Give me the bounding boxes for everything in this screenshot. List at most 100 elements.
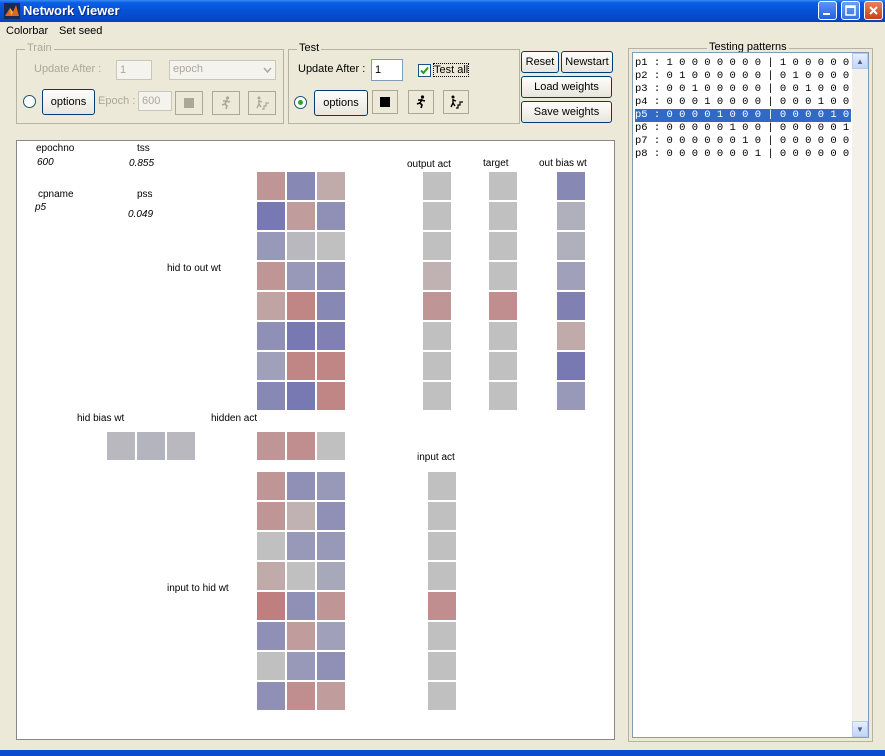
train-update-after-label: Update After : — [34, 63, 102, 75]
menu-bar: Colorbar Set seed — [0, 22, 885, 42]
minimize-icon — [823, 13, 830, 15]
pattern-item[interactable]: p5 : 0 0 0 0 1 0 0 0 | 0 0 0 0 1 0 0 0 — [635, 109, 851, 122]
train-step-button[interactable] — [248, 91, 276, 115]
hid-bias-cell — [107, 432, 135, 460]
input-to-hid-weight-cell — [287, 562, 315, 590]
hid-to-out-weight-cell — [317, 262, 345, 290]
hid-to-out-weight-cell — [317, 382, 345, 410]
test-step-button[interactable] — [443, 90, 469, 114]
input-to-hid-weight-cell — [257, 502, 285, 530]
menu-set-seed[interactable]: Set seed — [59, 25, 103, 37]
input-to-hid-weight-cell — [317, 622, 345, 650]
minimize-button[interactable] — [818, 1, 837, 20]
input-to-hid-weight-cell — [287, 682, 315, 710]
train-stop-button[interactable] — [175, 91, 203, 115]
epochno-value: 600 — [37, 157, 54, 168]
train-group-label: Train — [25, 42, 54, 54]
out-bias-cell — [557, 262, 585, 290]
train-run-button[interactable] — [212, 91, 240, 115]
scroll-up-button[interactable]: ▲ — [852, 53, 868, 69]
input-to-hid-weight-cell — [257, 592, 285, 620]
out-bias-cell — [557, 382, 585, 410]
hid-to-out-weight-cell — [317, 172, 345, 200]
save-weights-button[interactable]: Save weights — [521, 101, 612, 123]
train-radio[interactable] — [23, 95, 36, 108]
maximize-icon — [845, 5, 856, 16]
input-act-cell — [428, 592, 456, 620]
pattern-item[interactable]: p3 : 0 0 1 0 0 0 0 0 | 0 0 1 0 0 0 0 0 — [635, 83, 851, 95]
test-radio[interactable] — [294, 96, 307, 109]
output-act-cell — [423, 262, 451, 290]
out-bias-cell — [557, 292, 585, 320]
test-options-button[interactable]: options — [314, 90, 368, 116]
test-options-label: options — [323, 97, 359, 109]
pattern-item[interactable]: p8 : 0 0 0 0 0 0 0 1 | 0 0 0 0 0 0 0 1 — [635, 148, 851, 160]
train-unit-select[interactable]: epoch — [169, 60, 276, 80]
menu-colorbar[interactable]: Colorbar — [6, 25, 49, 37]
test-all-label[interactable]: Test all — [432, 63, 470, 77]
pattern-item[interactable]: p2 : 0 1 0 0 0 0 0 0 | 0 1 0 0 0 0 0 0 — [635, 70, 851, 82]
newstart-label: Newstart — [565, 56, 609, 68]
title-bar[interactable]: Network Viewer — [0, 0, 885, 22]
train-update-after-input[interactable] — [116, 60, 152, 80]
hid-to-out-weight-cell — [317, 352, 345, 380]
cpname-label: cpname — [38, 189, 74, 200]
load-weights-button[interactable]: Load weights — [521, 76, 612, 98]
testing-patterns-list[interactable]: p1 : 1 0 0 0 0 0 0 0 | 1 0 0 0 0 0 0 0 p2… — [632, 52, 869, 738]
train-options-label: options — [50, 96, 87, 108]
target-cell — [489, 292, 517, 320]
hid-to-out-weight-cell — [257, 202, 285, 230]
output-act-cell — [423, 352, 451, 380]
hid-to-out-weight-cell — [257, 352, 285, 380]
test-update-after-input[interactable] — [371, 59, 403, 81]
input-to-hid-weight-cell — [317, 502, 345, 530]
stepping-man-icon — [256, 96, 269, 110]
input-act-cell — [428, 502, 456, 530]
pss-label: pss — [137, 189, 153, 200]
test-group-label: Test — [297, 42, 322, 54]
window-bottom-border — [0, 750, 885, 756]
input-to-hid-weight-cell — [317, 562, 345, 590]
target-cell — [489, 352, 517, 380]
close-button[interactable] — [864, 1, 883, 20]
test-stop-button[interactable] — [372, 90, 398, 114]
input-to-hid-weight-cell — [287, 652, 315, 680]
reset-button[interactable]: Reset — [521, 51, 559, 73]
hid-to-out-weight-cell — [257, 172, 285, 200]
hid-to-out-weight-cell — [257, 382, 285, 410]
train-unit-value: epoch — [173, 63, 203, 75]
input-to-hid-weight-cell — [257, 562, 285, 590]
input-to-hid-weight-cell — [287, 592, 315, 620]
testing-patterns-group: Testing patterns — [628, 41, 873, 742]
network-display: epochno 600 tss 0.855 cpname p5 pss 0.04… — [16, 140, 615, 740]
epoch-input[interactable] — [138, 91, 172, 111]
stepping-man-icon — [450, 95, 463, 109]
out-bias-cell — [557, 322, 585, 350]
train-options-button[interactable]: options — [42, 89, 95, 115]
input-to-hid-weight-cell — [287, 472, 315, 500]
output-act-cell — [423, 232, 451, 260]
pattern-item[interactable]: p4 : 0 0 0 1 0 0 0 0 | 0 0 0 1 0 0 0 0 — [635, 96, 851, 108]
newstart-button[interactable]: Newstart — [561, 51, 613, 73]
test-all-checkbox[interactable] — [418, 64, 431, 77]
pattern-item[interactable]: p6 : 0 0 0 0 0 1 0 0 | 0 0 0 0 0 1 0 0 — [635, 122, 851, 134]
out-bias-cell — [557, 232, 585, 260]
running-man-icon — [221, 96, 231, 110]
pattern-item[interactable]: p7 : 0 0 0 0 0 0 1 0 | 0 0 0 0 0 0 1 0 — [635, 135, 851, 147]
hid-to-out-weight-cell — [287, 352, 315, 380]
hid-to-out-weight-cell — [317, 292, 345, 320]
scroll-down-button[interactable]: ▼ — [852, 721, 868, 737]
maximize-button[interactable] — [841, 1, 860, 20]
input-act-cell — [428, 652, 456, 680]
hid-to-out-weight-cell — [317, 202, 345, 230]
out-bias-cell — [557, 352, 585, 380]
test-run-button[interactable] — [408, 90, 434, 114]
list-scrollbar[interactable]: ▲ ▼ — [852, 53, 868, 737]
pattern-item[interactable]: p1 : 1 0 0 0 0 0 0 0 | 1 0 0 0 0 0 0 0 — [635, 57, 851, 69]
target-cell — [489, 382, 517, 410]
target-cell — [489, 172, 517, 200]
save-weights-label: Save weights — [533, 106, 600, 118]
target-cell — [489, 232, 517, 260]
checkmark-icon — [420, 66, 429, 75]
